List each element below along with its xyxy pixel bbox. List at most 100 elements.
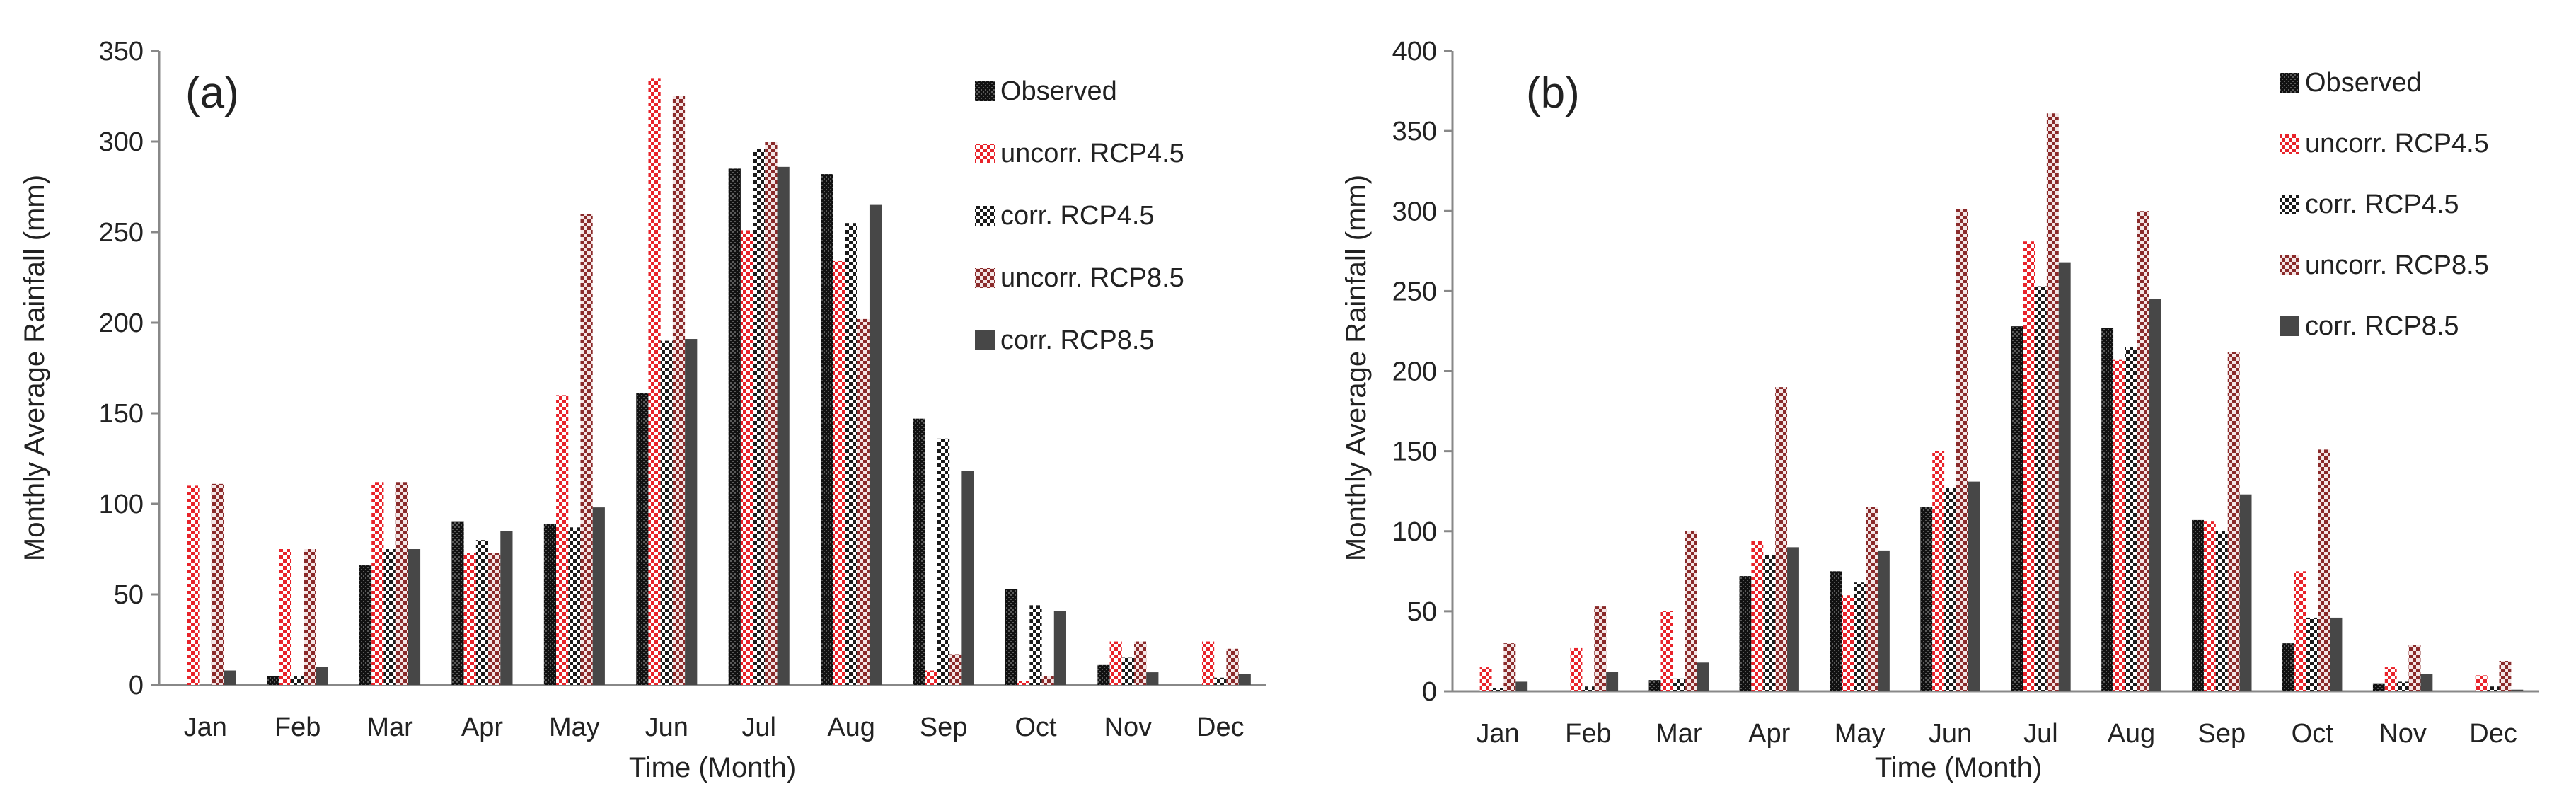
bar-corr-rcp8-5-jun [685,339,698,685]
x-tick-label: Jun [645,713,688,742]
bar-uncorr-rcp4-5-aug [2113,359,2125,691]
x-tick-label: May [549,713,600,742]
x-tick-label: Mar [366,713,413,742]
bar-corr-rcp4-5-jan [1491,688,1504,691]
y-tick-label: 50 [114,580,144,610]
bar-corr-rcp4-5-feb [1582,686,1595,691]
legend-swatch-uncorr-rcp4-5 [975,144,995,163]
bar-uncorr-rcp4-5-mar [371,482,384,685]
bar-observed-apr [1739,576,1752,691]
bar-uncorr-rcp4-5-jan [187,485,200,685]
chart-panel-a: 0 50 100 150 200 250 300 350 Jan Feb Mar Apr May Jun… [19,37,1266,783]
bar-corr-rcp4-5-jul [753,149,766,686]
bar-observed-mar [1648,680,1661,691]
bar-corr-rcp8-5-apr [1787,547,1799,691]
legend-swatch-corr-rcp8-5 [2280,316,2299,336]
bar-corr-rcp4-5-oct [1029,605,1042,685]
bar-uncorr-rcp4-5-oct [1017,681,1030,685]
bar-uncorr-rcp8-5-dec [1226,648,1239,685]
panel-label: (a) [185,69,239,117]
bar-corr-rcp4-5-sep [2215,531,2228,691]
bar-uncorr-rcp4-5-dec [1201,641,1215,685]
bar-uncorr-rcp4-5-aug [833,260,845,686]
bar-corr-rcp8-5-may [592,507,605,685]
bar-observed-nov [2372,683,2385,691]
y-tick-label: 0 [1422,677,1437,707]
bar-uncorr-rcp4-5-may [556,395,569,685]
y-tick-label: 350 [1392,117,1437,146]
x-tick-label: Aug [2108,719,2156,749]
x-tick-label: Jul [741,713,776,742]
bar-corr-rcp4-5-may [568,527,581,685]
y-tick-label: 0 [129,671,144,701]
bar-uncorr-rcp4-5-nov [1109,641,1122,685]
bar-corr-rcp8-5-jul [2058,262,2071,691]
y-tick-label: 300 [1392,197,1437,226]
bar-corr-rcp8-5-apr [500,531,513,685]
bar-uncorr-rcp8-5-mar [1685,531,1697,691]
bar-corr-rcp8-5-dec [2511,689,2524,691]
x-axis-label: Time (Month) [629,752,796,783]
legend: Observed uncorr. RCP4.5 corr. RCP4.5 uncorr… [975,76,1184,355]
legend-swatch-corr-rcp4-5 [975,206,995,226]
bar-corr-rcp4-5-apr [1763,555,1776,691]
bar-observed-aug [2101,328,2114,692]
bar-corr-rcp8-5-aug [2149,299,2161,691]
bar-corr-rcp8-5-jan [224,670,236,685]
y-tick-label: 250 [1392,277,1437,306]
legend-label-corr-rcp4-5: corr. RCP4.5 [1000,201,1155,231]
bar-uncorr-rcp4-5-apr [1751,541,1764,691]
bar-corr-rcp4-5-jul [2035,286,2047,691]
bar-observed-jul [2011,326,2023,691]
x-tick-label: Dec [1196,713,1244,742]
y-axis-label: Monthly Average Rainfall (mm) [19,175,50,561]
bar-observed-sep [2192,519,2204,691]
x-ticks: Jan Feb Mar Apr May Jun Jul Aug Sep Oct Nov Dec [184,713,1244,742]
bar-observed-feb [267,676,279,685]
bar-observed-mar [359,565,372,685]
y-tick-label: 100 [1392,517,1437,547]
legend-label-corr-rcp8-5: corr. RCP8.5 [1000,325,1155,355]
bar-corr-rcp8-5-nov [2420,674,2433,691]
y-ticks: 0 50 100 150 200 250 300 350 [99,37,159,701]
bar-observed-oct [2282,643,2294,691]
bar-uncorr-rcp8-5-may [580,214,593,685]
bar-corr-rcp8-5-feb [1606,672,1619,691]
bar-observed-may [1830,571,1842,691]
x-tick-label: Mar [1656,719,1702,749]
bar-observed-oct [1005,589,1018,685]
bar-corr-rcp4-5-feb [291,676,304,685]
legend-swatch-corr-rcp8-5 [975,330,995,350]
bar-observed-sep [913,418,925,685]
bar-uncorr-rcp8-5-aug [2137,211,2149,691]
bar-uncorr-rcp8-5-nov [2408,645,2421,691]
legend-label-uncorr-rcp4-5: uncorr. RCP4.5 [1000,139,1184,168]
legend-swatch-uncorr-rcp4-5 [2280,134,2299,154]
bar-corr-rcp4-5-nov [2396,681,2409,691]
bar-corr-rcp4-5-aug [2125,347,2137,691]
bar-uncorr-rcp8-5-sep [2227,352,2240,691]
legend-swatch-uncorr-rcp8-5 [975,268,995,288]
y-tick-label: 150 [99,399,144,429]
bar-uncorr-rcp4-5-sep [925,670,937,685]
bar-corr-rcp8-5-dec [1238,674,1251,685]
bar-corr-rcp8-5-nov [1146,672,1159,685]
bar-uncorr-rcp8-5-mar [395,482,408,685]
x-axis-label: Time (Month) [1875,752,2042,783]
bar-corr-rcp4-5-nov [1121,657,1134,685]
bar-corr-rcp8-5-may [1877,550,1890,691]
bar-uncorr-rcp4-5-jul [2023,241,2035,691]
bar-uncorr-rcp8-5-jul [765,142,778,685]
bar-observed-aug [821,174,833,685]
bar-corr-rcp4-5-sep [937,438,950,685]
bar-observed-jun [636,393,649,685]
y-tick-label: 250 [99,218,144,248]
bar-corr-rcp8-5-sep [961,471,974,685]
x-ticks: Jan Feb Mar Apr May Jun Jul Aug Sep Oct Nov Dec [1476,719,2517,749]
legend-label-uncorr-rcp4-5: uncorr. RCP4.5 [2305,129,2489,159]
x-tick-label: Apr [461,713,503,742]
x-tick-label: Nov [2379,719,2427,749]
bar-corr-rcp8-5-feb [316,667,328,685]
x-tick-label: Jul [2023,719,2058,749]
legend-swatch-observed [975,81,995,101]
